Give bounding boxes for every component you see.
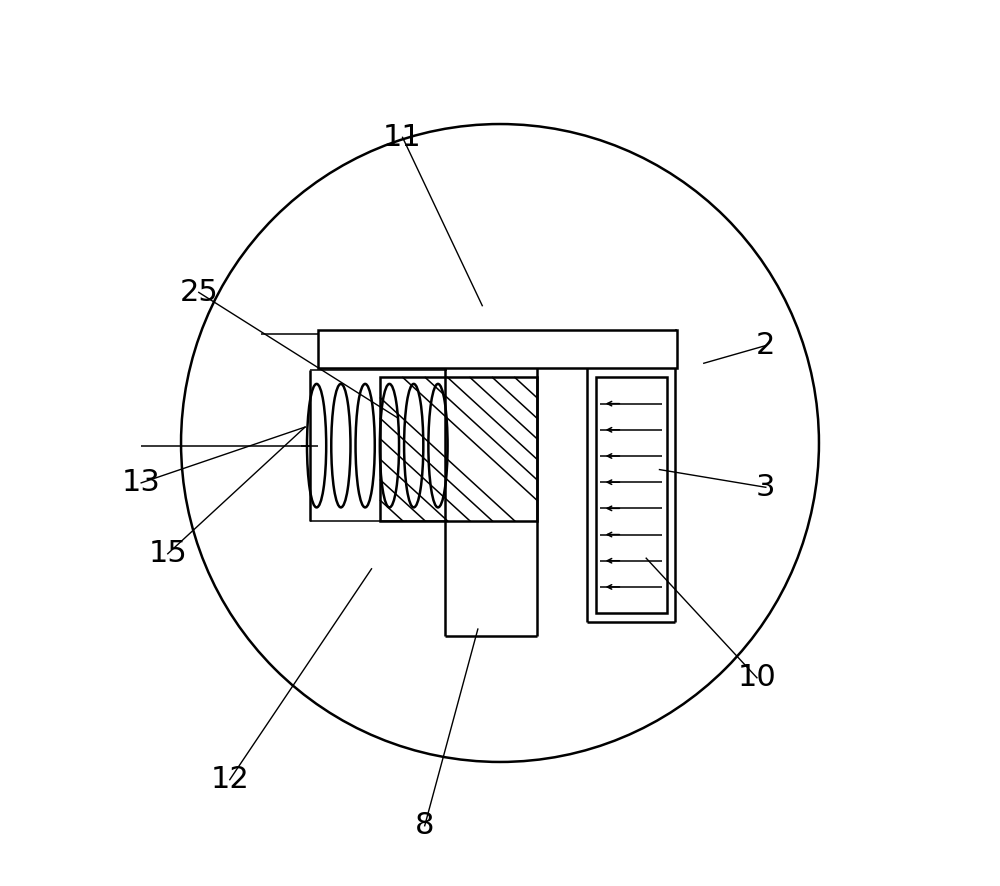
Text: 8: 8 xyxy=(415,812,434,840)
Text: 11: 11 xyxy=(383,123,422,152)
Text: 2: 2 xyxy=(756,331,775,360)
Bar xyxy=(596,377,667,613)
Text: 12: 12 xyxy=(210,766,249,794)
Text: 10: 10 xyxy=(738,664,776,692)
Bar xyxy=(380,377,537,521)
Text: 25: 25 xyxy=(179,278,218,307)
Text: 13: 13 xyxy=(122,469,161,497)
Bar xyxy=(318,330,677,368)
Text: 15: 15 xyxy=(148,540,187,568)
Text: 3: 3 xyxy=(756,473,776,501)
